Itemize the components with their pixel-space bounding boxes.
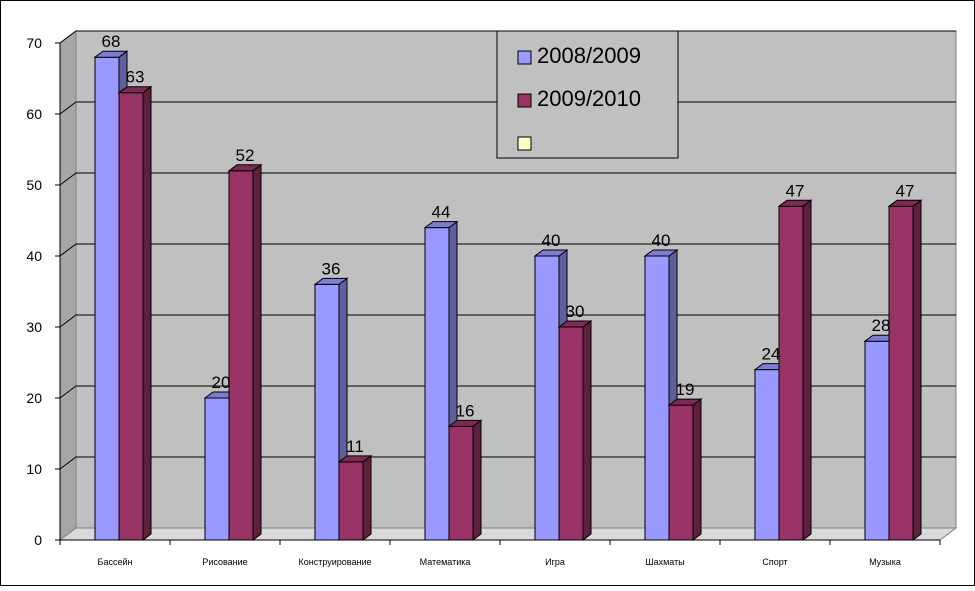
- bar: [448, 425, 474, 541]
- y-tick-label: 60: [26, 106, 42, 122]
- data-label: 47: [896, 181, 915, 200]
- x-tick-label: Спорт: [762, 557, 787, 567]
- bar-side: [582, 320, 592, 541]
- data-label: 68: [102, 32, 121, 51]
- bar-side: [362, 454, 372, 541]
- x-tick-label: Музыка: [869, 557, 901, 567]
- data-label: 24: [762, 345, 781, 364]
- bar: [778, 205, 804, 541]
- legend-swatch: [517, 136, 532, 151]
- data-label: 40: [542, 231, 561, 250]
- data-label: 36: [322, 259, 341, 278]
- bar-side: [912, 199, 922, 541]
- y-tick-label: 10: [26, 461, 42, 477]
- data-label: 52: [236, 146, 255, 165]
- bar-side: [252, 163, 262, 541]
- y-tick-label: 40: [26, 248, 42, 264]
- bar-side: [472, 419, 482, 541]
- bar-top: [227, 164, 263, 172]
- plot-floor: [58, 527, 958, 541]
- bar-top: [777, 199, 813, 207]
- bar-top: [117, 86, 153, 94]
- bar-top: [447, 419, 483, 427]
- bar: [754, 369, 780, 541]
- x-tick-label: Рисование: [202, 557, 247, 567]
- x-tick-label: Конструирование: [299, 557, 372, 567]
- bar-top: [93, 50, 129, 58]
- bar-top: [667, 398, 703, 406]
- legend-swatch: [517, 50, 532, 65]
- bar: [338, 461, 364, 541]
- bar-side: [802, 199, 812, 541]
- y-tick-label: 50: [26, 177, 42, 193]
- data-label: 28: [872, 316, 891, 335]
- x-tick-label: Шахматы: [645, 557, 684, 567]
- bar-top: [643, 249, 679, 257]
- data-label: 30: [566, 302, 585, 321]
- bar-side: [692, 398, 702, 541]
- data-label: 19: [676, 380, 695, 399]
- bar: [118, 92, 144, 541]
- gridline: [59, 172, 956, 186]
- y-tick-label: 70: [26, 35, 42, 51]
- bar-side: [142, 85, 152, 541]
- bar: [558, 326, 584, 541]
- bar: [534, 255, 560, 541]
- data-label: 44: [432, 203, 451, 222]
- data-label: 11: [346, 437, 364, 456]
- x-tick-label: Бассейн: [98, 557, 133, 567]
- bar: [204, 397, 230, 541]
- data-label: 16: [456, 401, 475, 420]
- bar: [228, 170, 254, 541]
- bar-top: [533, 249, 569, 257]
- bar: [424, 227, 450, 541]
- data-label: 40: [652, 231, 671, 250]
- bar: [314, 283, 340, 541]
- y-tick-label: 0: [34, 532, 42, 548]
- x-tick-label: Игра: [545, 557, 565, 567]
- bar: [864, 340, 890, 541]
- bar: [888, 205, 914, 541]
- bar-top: [557, 320, 593, 328]
- bar: [94, 56, 120, 541]
- bar-top: [423, 221, 459, 229]
- data-label: 47: [786, 181, 805, 200]
- data-label: 63: [126, 68, 145, 87]
- bar-top: [887, 199, 923, 207]
- gridline: [59, 243, 956, 257]
- data-label: 20: [212, 373, 231, 392]
- y-tick-label: 30: [26, 319, 42, 335]
- bar-top: [313, 277, 349, 285]
- bar: [668, 404, 694, 541]
- legend-label: 2008/2009: [537, 43, 641, 68]
- plot-side-wall: [59, 30, 77, 541]
- legend-label: 2009/2010: [537, 86, 641, 111]
- y-tick-label: 20: [26, 390, 42, 406]
- bar-top: [337, 455, 373, 463]
- x-tick-label: Математика: [420, 557, 471, 567]
- legend-swatch: [517, 93, 532, 108]
- bar: [644, 255, 670, 541]
